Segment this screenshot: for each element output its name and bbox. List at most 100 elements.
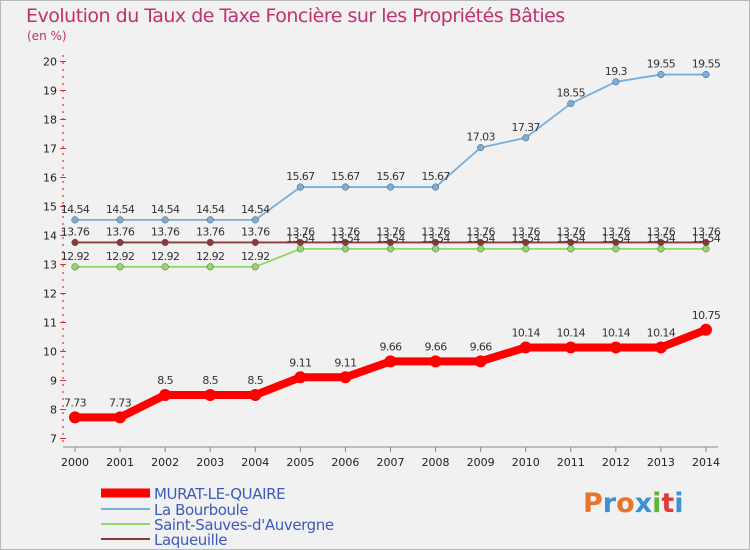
x-tick-label: 2014 [692,456,720,469]
data-label: 9.11 [289,356,311,369]
data-point [296,183,304,191]
data-label: 13.54 [557,232,586,245]
series-line [74,73,707,221]
x-tick-label: 2002 [151,456,179,469]
data-label: 13.76 [241,225,270,238]
legend-label: MURAT-LE-QUAIRE [154,485,285,503]
data-label: 13.76 [196,225,225,238]
data-label: 13.76 [106,225,135,238]
data-label: 19.55 [692,58,721,71]
data-label: 14.54 [151,203,180,216]
data-point [657,71,665,79]
data-point [161,238,169,247]
x-tick-label: 2005 [286,456,314,469]
data-point [341,245,349,253]
data-point [116,263,124,271]
data-point [71,216,79,224]
data-label: 15.67 [331,170,360,183]
data-label: 13.54 [376,232,405,245]
data-label: 13.76 [692,225,721,238]
y-tick-label: 12 [43,288,57,301]
data-label: 13.54 [692,232,721,245]
data-label: 8.5 [157,374,173,387]
data-point [339,371,352,384]
data-label: 13.76 [376,225,405,238]
x-tick-label: 2008 [422,456,450,469]
data-point [251,263,259,271]
data-label: 13.76 [151,225,180,238]
data-point [654,341,667,354]
data-point [432,245,440,253]
data-label: 13.76 [557,225,586,238]
data-label: 9.11 [334,356,356,369]
data-point [161,216,169,224]
data-label: 12.92 [61,250,90,263]
series-layer [69,71,712,424]
y-tick-label: 11 [43,317,57,330]
data-label: 7.73 [64,396,87,409]
y-tick-label: 9 [50,375,57,388]
y-tick-label: 18 [43,114,57,127]
data-label: 18.55 [557,87,586,100]
data-point [71,238,79,247]
data-point [522,134,530,142]
data-labels-layer: 7.73 7.73 8.5 8.5 8.5 9.11 9.11 9.66 9.66 9.66 10.… [61,58,722,410]
data-label: 7.73 [109,396,132,409]
data-label: 13.76 [647,225,676,238]
data-point [161,263,169,271]
data-label: 10.14 [602,326,631,339]
data-label: 13.54 [286,232,315,245]
data-label: 12.92 [196,250,225,263]
data-point [294,371,307,384]
data-point [71,263,79,271]
data-label: 14.54 [241,203,270,216]
data-label: 13.54 [511,232,540,245]
x-tick-label: 2007 [377,456,405,469]
y-tick-label: 7 [50,433,57,446]
data-label: 13.76 [466,225,495,238]
data-point [386,245,395,253]
data-point [519,341,532,354]
data-label: 13.54 [647,232,676,245]
data-point [251,216,259,224]
x-tick-label: 2010 [512,456,540,469]
data-label: 8.5 [247,374,263,387]
data-label: 10.14 [557,326,586,339]
data-point [477,245,485,253]
x-tick-label: 2001 [106,456,134,469]
data-label: 10.75 [692,309,721,322]
data-point [477,144,485,152]
data-point [384,355,397,368]
data-point [522,245,530,253]
data-label: 9.66 [379,340,402,353]
data-point [657,245,665,253]
y-tick-label: 15 [43,201,57,214]
data-label: 13.76 [602,225,631,238]
data-label: 15.67 [421,170,450,183]
data-label: 17.03 [466,131,495,144]
x-tick-label: 2004 [241,456,269,469]
data-point [116,216,124,224]
data-label: 9.66 [425,340,448,353]
x-tick-label: 2009 [467,456,495,469]
data-point [612,78,620,86]
y-tick-label: 13 [43,259,57,272]
data-label: 14.54 [61,203,90,216]
data-label: 13.54 [466,232,495,245]
data-label: 19.55 [647,58,676,71]
data-point [609,341,622,354]
data-point [474,355,487,368]
data-point [206,263,214,271]
data-label: 13.76 [331,225,360,238]
data-point [206,238,214,247]
data-point [612,245,620,253]
data-label: 13.76 [421,225,450,238]
y-tick-label: 19 [43,85,57,98]
data-label: 8.5 [202,374,218,387]
x-tick-label: 2003 [196,456,224,469]
data-point [249,389,262,401]
data-label: 14.54 [196,203,225,216]
y-tick-label: 10 [43,346,57,359]
data-point [251,238,259,247]
